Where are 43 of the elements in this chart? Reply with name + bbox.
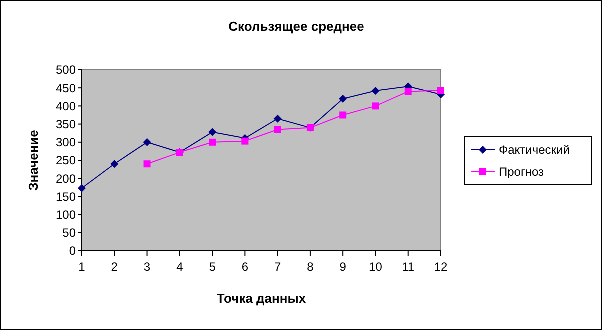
y-tick-label: 250 (56, 154, 76, 168)
x-tick-label: 7 (274, 260, 282, 274)
point (340, 112, 347, 119)
x-tick-label: 6 (242, 260, 249, 274)
y-tick-label: 50 (62, 226, 76, 240)
point (209, 138, 216, 146)
point (274, 126, 282, 134)
y-tick-label: 350 (56, 118, 76, 132)
point (404, 88, 412, 96)
y-tick-label: 500 (56, 63, 76, 78)
legend-label: Прогноз (499, 165, 545, 180)
point (144, 160, 151, 168)
x-tick-label: 4 (176, 260, 184, 274)
x-tick-label: 11 (402, 260, 415, 274)
y-axis-title: Значение (26, 130, 41, 191)
x-tick-label: 12 (434, 260, 448, 274)
point (438, 87, 444, 94)
x-tick-label: 1 (78, 260, 86, 274)
legend-label: Фактический (499, 143, 570, 158)
x-tick-label: 2 (111, 260, 118, 274)
x-axis-title: Точка данных (216, 291, 307, 306)
x-tick-label: 10 (369, 260, 383, 274)
point (143, 138, 152, 146)
point (339, 94, 348, 103)
point (372, 102, 380, 110)
y-tick-label: 100 (56, 208, 76, 222)
y-tick-label: 200 (56, 172, 76, 186)
x-tick-label: 3 (144, 260, 151, 274)
y-tick-label: 400 (56, 99, 76, 114)
y-tick-label: 0 (69, 244, 76, 258)
x-tick-label: 5 (209, 260, 216, 274)
point (372, 86, 380, 95)
x-tick-label: 8 (307, 260, 314, 274)
point (110, 160, 119, 168)
point (242, 138, 249, 145)
chart-title: Скользящее среднее (228, 19, 364, 34)
point (78, 184, 86, 192)
y-tick-label: 450 (56, 81, 76, 96)
y-tick-label: 300 (56, 136, 76, 150)
x-tick-label: 9 (340, 260, 347, 274)
point (274, 114, 282, 123)
y-tick-label: 150 (56, 190, 76, 204)
point (208, 128, 217, 136)
